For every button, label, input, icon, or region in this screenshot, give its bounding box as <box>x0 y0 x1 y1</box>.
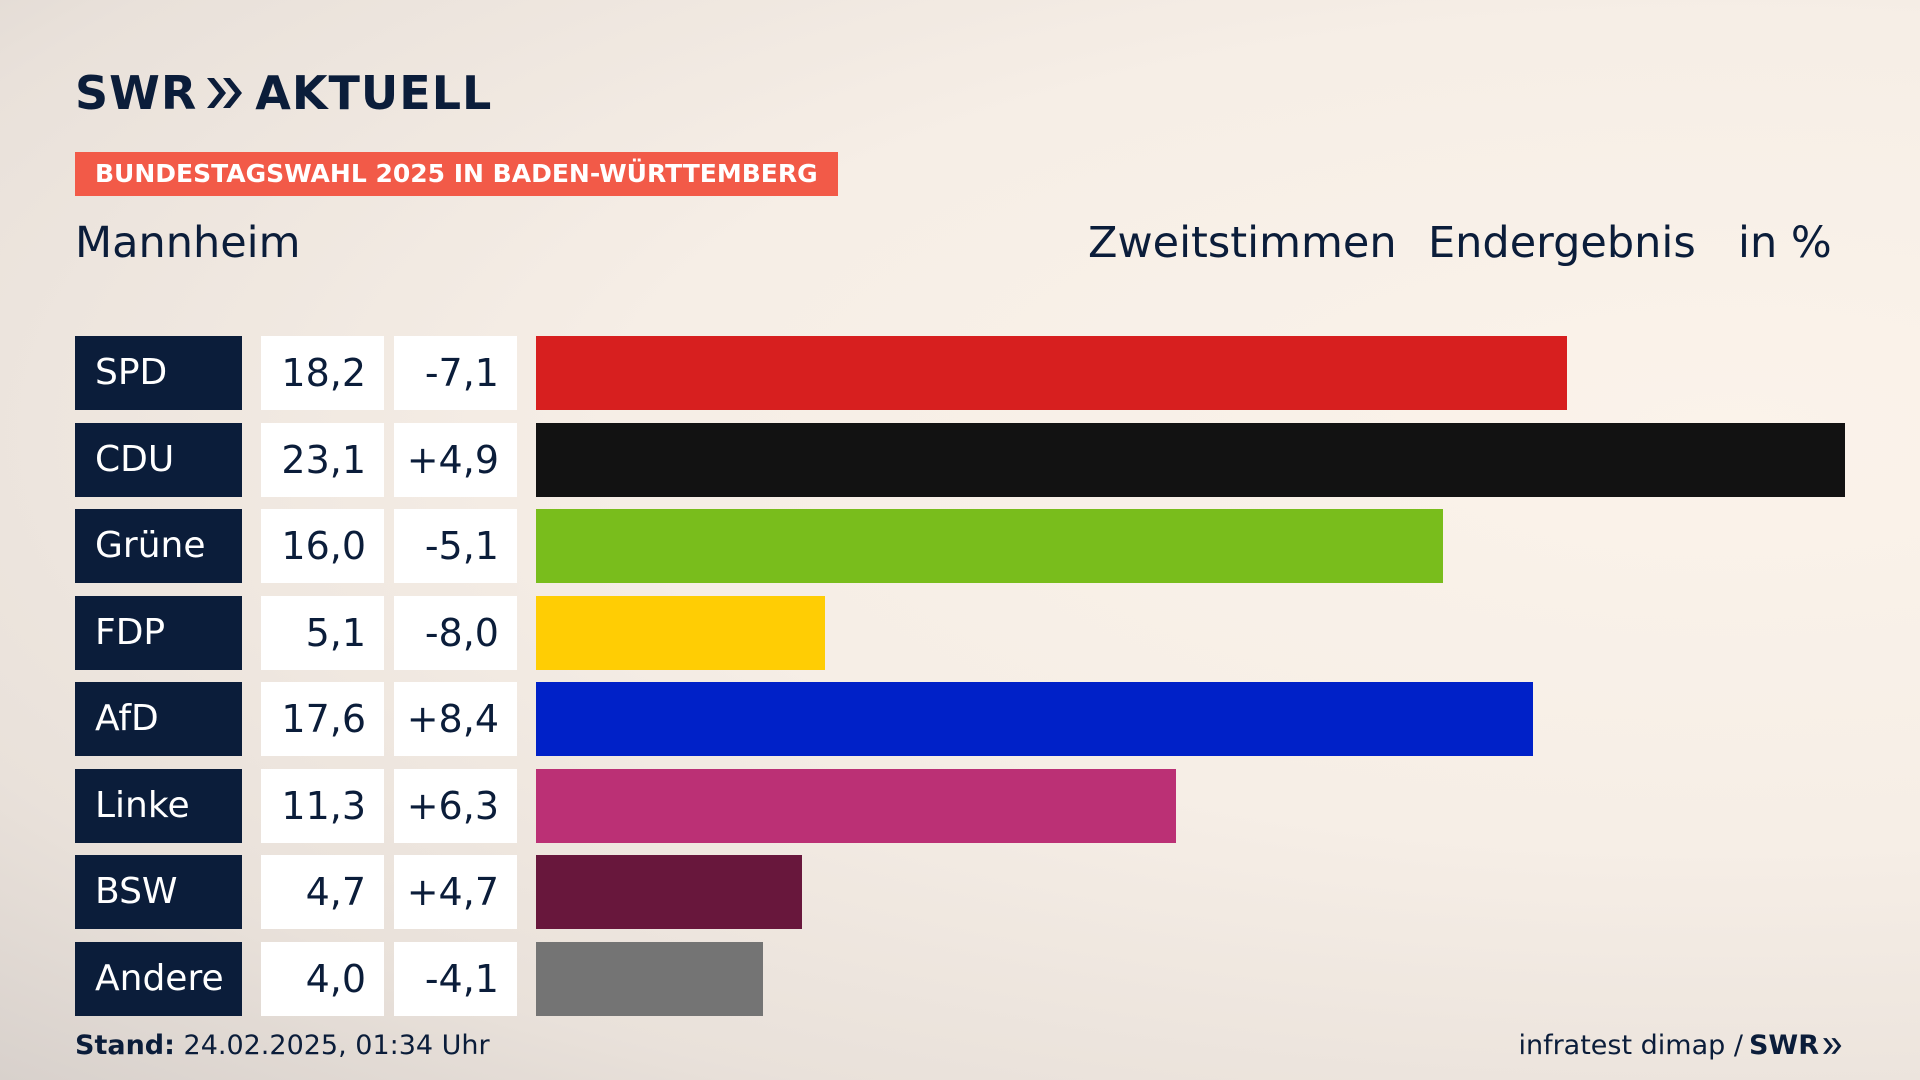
vote-share-value: 18,2 <box>261 336 384 410</box>
source-credit: infratest dimap / SWR <box>1518 1030 1844 1061</box>
swr-aktuell-logo: SWR AKTUELL <box>75 66 493 120</box>
vote-share-value: 23,1 <box>261 422 384 497</box>
timestamp: Stand: 24.02.2025, 01:34 Uhr <box>75 1030 490 1061</box>
source-brand: SWR <box>1749 1030 1844 1061</box>
vote-change-value: +4,7 <box>394 855 517 929</box>
party-label: AfD <box>75 682 242 756</box>
vote-change-value: -7,1 <box>394 336 517 410</box>
vote-change-value: +8,4 <box>394 682 517 756</box>
vote-share-bar <box>536 855 803 929</box>
vote-share-bar <box>536 336 1568 410</box>
vote-share-bar <box>536 941 763 1016</box>
aktuell-logo-text: AKTUELL <box>255 66 493 120</box>
unit-label: in % <box>1738 218 1832 268</box>
party-label: BSW <box>75 855 242 929</box>
vote-share-bar <box>536 682 1534 756</box>
stand-value: 24.02.2025, 01:34 Uhr <box>183 1030 490 1061</box>
stand-label: Stand: <box>75 1030 175 1061</box>
vote-share-value: 4,0 <box>261 941 384 1016</box>
party-label: Grüne <box>75 509 242 583</box>
vote-share-bar <box>536 595 825 670</box>
vote-share-bar <box>536 509 1443 583</box>
vote-share-value: 11,3 <box>261 768 384 843</box>
vote-share-bar <box>536 422 1845 497</box>
vote-change-value: -8,0 <box>394 595 517 670</box>
vote-share-bar <box>536 768 1177 843</box>
party-label: Andere <box>75 941 242 1016</box>
election-banner: BUNDESTAGSWAHL 2025 IN BADEN-WÜRTTEMBERG <box>75 152 838 196</box>
source-brand-text: SWR <box>1748 1030 1819 1061</box>
source-text: infratest dimap / <box>1518 1030 1743 1061</box>
party-label: Linke <box>75 768 242 843</box>
vote-share-value: 4,7 <box>261 855 384 929</box>
double-chevron-icon <box>207 78 243 108</box>
party-label: FDP <box>75 595 242 670</box>
party-label: CDU <box>75 422 242 497</box>
result-status-label: Endergebnis <box>1428 218 1696 268</box>
vote-type-label: Zweitstimmen <box>1088 218 1397 268</box>
vote-change-value: -4,1 <box>394 941 517 1016</box>
vote-change-value: +4,9 <box>394 422 517 497</box>
vote-share-value: 5,1 <box>261 595 384 670</box>
swr-logo-text: SWR <box>75 66 198 120</box>
vote-change-value: +6,3 <box>394 768 517 843</box>
party-label: SPD <box>75 336 242 410</box>
region-title: Mannheim <box>75 218 301 268</box>
vote-change-value: -5,1 <box>394 509 517 583</box>
vote-share-value: 16,0 <box>261 509 384 583</box>
double-chevron-icon <box>1823 1037 1842 1054</box>
vote-share-value: 17,6 <box>261 682 384 756</box>
